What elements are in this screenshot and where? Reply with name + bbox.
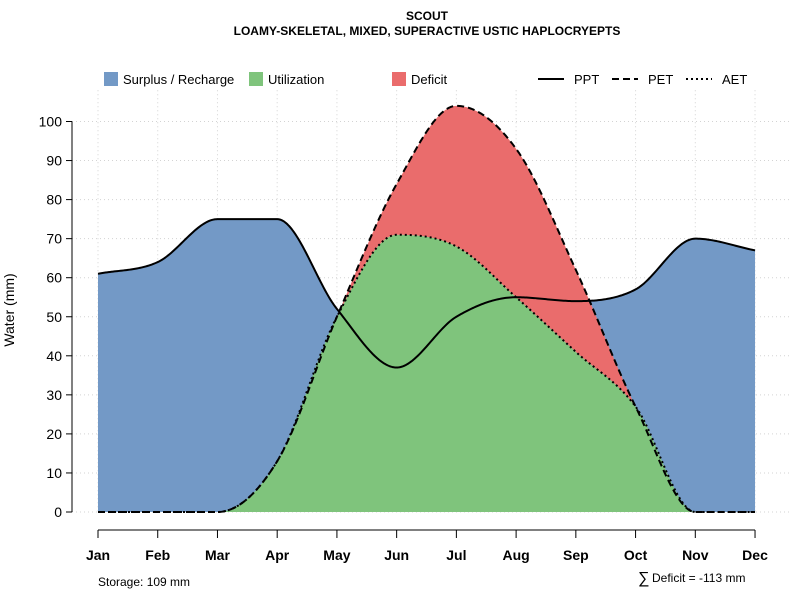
storage-annotation: Storage: 109 mm bbox=[98, 575, 190, 589]
x-tick-label: Oct bbox=[624, 547, 648, 563]
y-axis-label: Water (mm) bbox=[1, 273, 17, 346]
x-tick-label: Mar bbox=[205, 547, 230, 563]
legend-swatch bbox=[249, 72, 263, 86]
y-tick-label: 80 bbox=[46, 192, 62, 208]
y-tick-label: 100 bbox=[39, 114, 63, 130]
deficit-annotation: Deficit = -113 mm bbox=[652, 571, 745, 585]
y-tick-label: 0 bbox=[54, 504, 62, 520]
legend-swatch bbox=[392, 72, 406, 86]
y-tick-label: 90 bbox=[46, 153, 62, 169]
y-tick-label: 60 bbox=[46, 270, 62, 286]
y-tick-label: 10 bbox=[46, 465, 62, 481]
legend-label: PET bbox=[648, 72, 673, 87]
x-tick-label: Dec bbox=[742, 547, 768, 563]
legend-label: PPT bbox=[574, 72, 599, 87]
x-tick-label: Aug bbox=[503, 547, 530, 563]
legend-label: AET bbox=[722, 72, 747, 87]
x-tick-label: Feb bbox=[145, 547, 170, 563]
legend-label: Utilization bbox=[268, 72, 324, 87]
pet-line bbox=[98, 104, 756, 513]
y-tick-label: 40 bbox=[46, 348, 62, 364]
y-tick-label: 70 bbox=[46, 231, 62, 247]
series-lines bbox=[97, 104, 756, 513]
x-tick-label: Sep bbox=[563, 547, 589, 563]
ppt-line bbox=[97, 218, 756, 369]
legend-label: Surplus / Recharge bbox=[123, 72, 234, 87]
x-tick-label: Nov bbox=[682, 547, 709, 563]
y-tick-label: 20 bbox=[46, 426, 62, 442]
areas bbox=[98, 105, 756, 512]
x-tick-label: May bbox=[323, 547, 350, 563]
chart-title: SCOUT bbox=[406, 9, 449, 23]
utilization-area bbox=[98, 234, 756, 512]
legend: Surplus / Recharge Utilization Deficit PPT P… bbox=[104, 72, 747, 87]
aet-line bbox=[98, 233, 756, 513]
legend-swatch bbox=[104, 72, 118, 86]
axes: 0 10 20 30 40 50 60 70 80 90 100 Jan Feb Mar Apr May Jun… bbox=[39, 114, 768, 564]
y-tick-label: 50 bbox=[46, 309, 62, 325]
deficit-area bbox=[98, 105, 756, 512]
legend-label: Deficit bbox=[411, 72, 448, 87]
y-tick-label: 30 bbox=[46, 387, 62, 403]
chart-subtitle: LOAMY-SKELETAL, MIXED, SUPERACTIVE USTIC… bbox=[234, 24, 621, 38]
x-tick-label: Jan bbox=[86, 547, 110, 563]
x-tick-label: Apr bbox=[265, 547, 290, 563]
deficit-sum-icon: ∑ bbox=[638, 570, 649, 587]
x-tick-label: Jul bbox=[446, 547, 466, 563]
x-tick-label: Jun bbox=[384, 547, 409, 563]
